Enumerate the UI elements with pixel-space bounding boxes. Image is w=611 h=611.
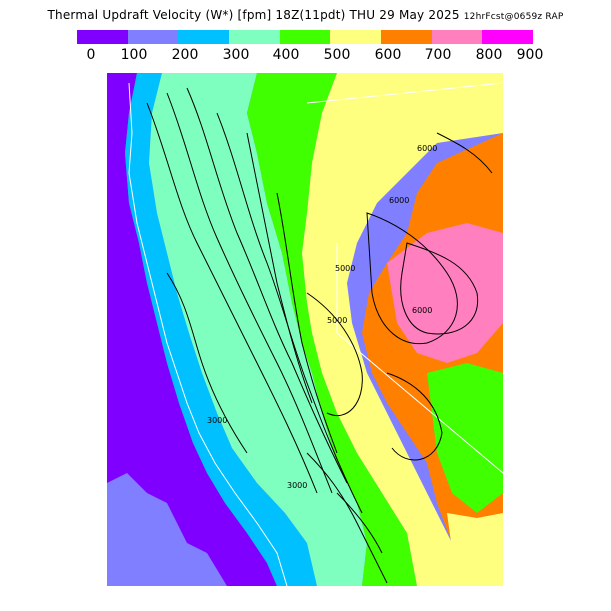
color-swatch (482, 30, 534, 44)
coastline (128, 82, 288, 586)
interior-green-patch (427, 363, 503, 513)
contour-label: 6000 (412, 306, 432, 315)
scale-label: 300 (222, 47, 250, 63)
ocean-region (107, 73, 277, 586)
south-yellow-patch (447, 513, 503, 586)
scale-label: 100 (120, 47, 148, 63)
color-swatch (381, 30, 432, 44)
contour-label-layer: 6000 6000 5000 6000 5000 3000 3000 (207, 144, 437, 490)
chart-title: Thermal Updraft Velocity (W*) [fpm] 18Z(… (0, 8, 611, 22)
contour-label: 5000 (335, 264, 355, 273)
color-swatch (178, 30, 230, 44)
contour-label: 5000 (327, 316, 347, 325)
color-scale-bar (77, 30, 534, 44)
title-main: Thermal Updraft Velocity (W*) [fpm] 18Z(… (47, 8, 460, 22)
interior-region (302, 73, 503, 586)
color-swatch (279, 30, 331, 44)
state-border (306, 82, 503, 474)
contour-label: 6000 (417, 144, 437, 153)
foothill-region (247, 73, 417, 586)
title-suffix: 12hrFcst@0659z RAP (463, 12, 564, 22)
scale-label: 700 (424, 47, 452, 63)
scale-label: 800 (475, 47, 503, 63)
color-swatch (229, 30, 280, 44)
contour-label: 6000 (389, 196, 409, 205)
color-swatch (127, 30, 179, 44)
scale-label: 200 (171, 47, 199, 63)
color-swatch (77, 30, 128, 44)
contour-label: 3000 (287, 481, 307, 490)
scale-label: 500 (323, 47, 351, 63)
color-scale-labels: 0 100 200 300 400 500 600 700 800 900 (77, 47, 544, 65)
scale-label: 400 (272, 47, 300, 63)
scale-label: 600 (374, 47, 402, 63)
scale-label: 0 (86, 47, 96, 63)
map-svg: 6000 6000 5000 6000 5000 3000 3000 (107, 73, 503, 586)
color-swatch (431, 30, 483, 44)
contour-lines (146, 87, 493, 584)
forecast-map: 6000 6000 5000 6000 5000 3000 3000 (107, 73, 503, 586)
color-swatch (330, 30, 382, 44)
contour-label: 3000 (207, 416, 227, 425)
scale-label: 900 (516, 47, 544, 63)
